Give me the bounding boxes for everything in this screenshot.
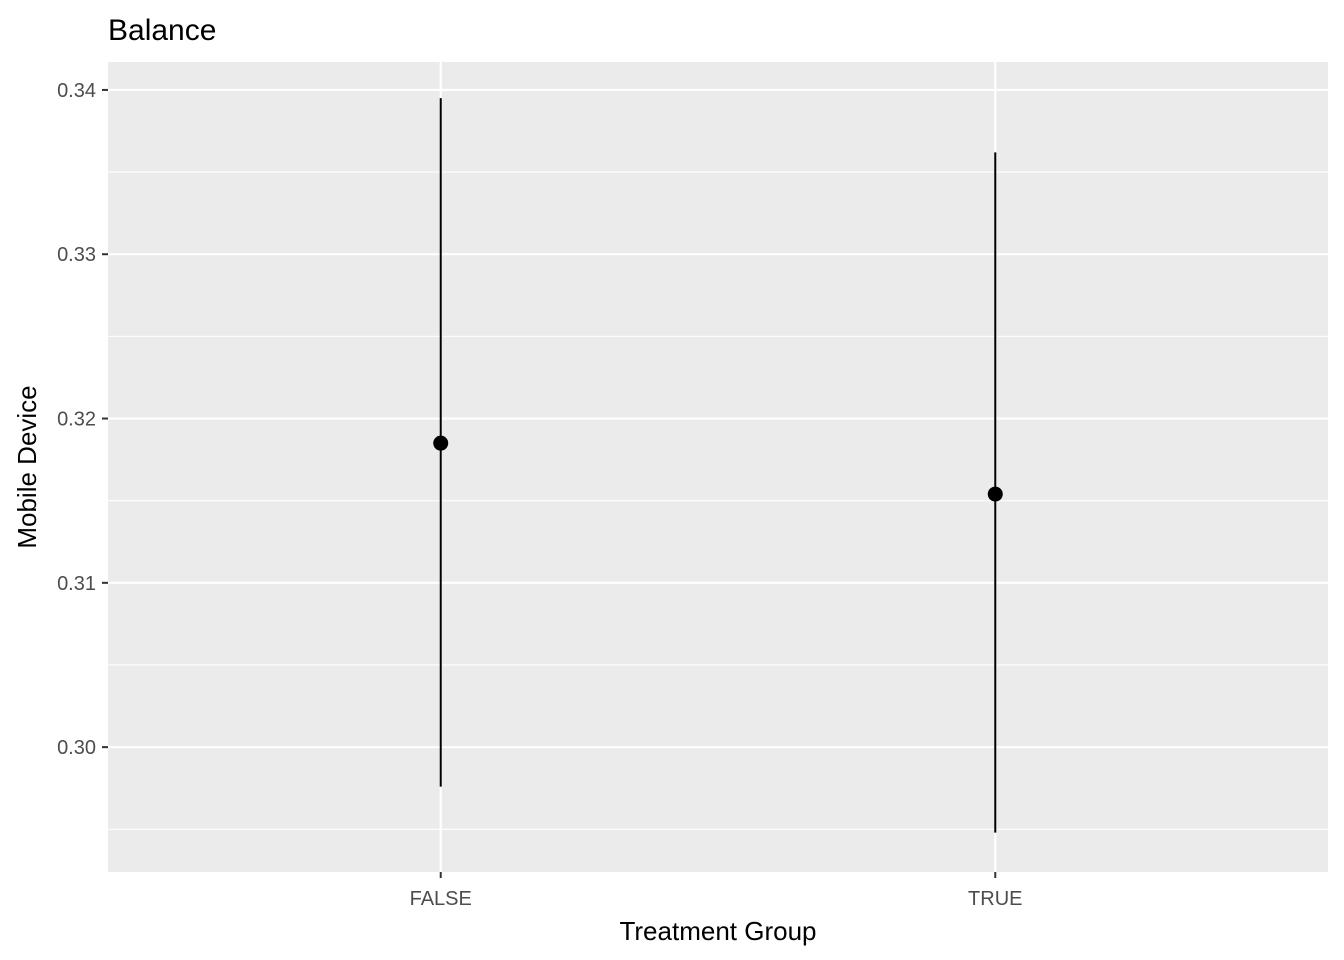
data-point [433, 435, 449, 451]
y-tick-label: 0.32 [57, 409, 96, 431]
y-axis-title: Mobile Device [12, 385, 42, 548]
grid-minor [108, 171, 1328, 830]
y-tick-label: 0.31 [57, 573, 96, 595]
data-marks [433, 98, 1003, 833]
x-axis-title: Treatment Group [619, 916, 816, 946]
y-tick-label: 0.33 [57, 244, 96, 266]
x-tick-label: TRUE [968, 888, 1022, 910]
y-tick-label: 0.34 [57, 80, 96, 102]
x-axis: FALSE TRUE [410, 872, 1022, 910]
plot-panel [108, 62, 1328, 872]
x-tick-label: FALSE [410, 888, 472, 910]
data-point [987, 486, 1003, 502]
y-tick-label: 0.30 [57, 737, 96, 759]
chart-title: Balance [108, 14, 216, 47]
y-axis: 0.30 0.31 0.32 0.33 0.34 [57, 80, 108, 759]
